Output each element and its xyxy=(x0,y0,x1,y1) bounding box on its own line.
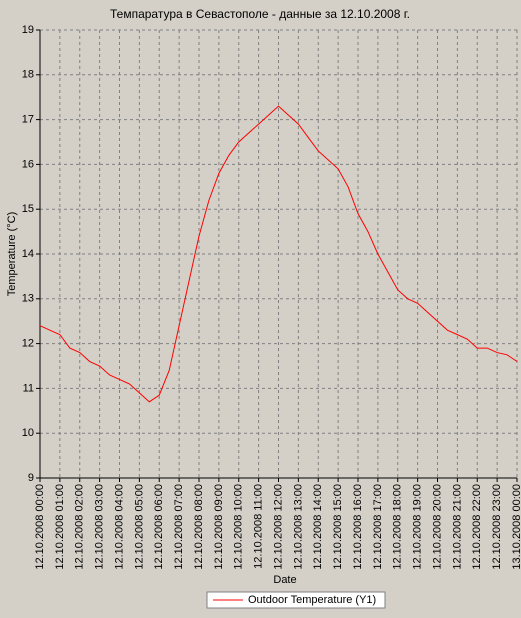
data-line xyxy=(39,105,518,403)
y-tick-label: 14 xyxy=(22,248,34,260)
x-tick-label: 12.10.2008 05:00 xyxy=(133,484,145,570)
x-tick-label: 12.10.2008 07:00 xyxy=(173,484,185,570)
legend: Outdoor Temperature (Y1) xyxy=(206,591,386,609)
x-tick-label: 12.10.2008 09:00 xyxy=(213,484,225,570)
x-tick-label: 12.10.2008 02:00 xyxy=(74,484,86,570)
x-tick-label: 12.10.2008 12:00 xyxy=(272,484,284,570)
y-tick-label: 12 xyxy=(22,338,34,350)
legend-label: Outdoor Temperature (Y1) xyxy=(248,594,376,606)
x-tick-label: 12.10.2008 17:00 xyxy=(372,484,384,570)
y-tick-label: 10 xyxy=(22,427,34,439)
y-tick-label: 13 xyxy=(22,293,34,305)
x-tick-label: 12.10.2008 13:00 xyxy=(292,484,304,570)
x-tick-label: 12.10.2008 19:00 xyxy=(412,484,424,570)
chart-title: Темпаратура в Севастополе - данные за 12… xyxy=(110,7,410,21)
y-tick-label: 17 xyxy=(22,114,34,126)
y-axis-label: Temperature (°C) xyxy=(6,212,18,296)
x-tick-label: 13.10.2008 00:00 xyxy=(511,484,521,570)
x-tick-label: 12.10.2008 20:00 xyxy=(431,484,443,570)
x-tick-label: 12.10.2008 00:00 xyxy=(34,484,46,570)
x-tick-label: 12.10.2008 10:00 xyxy=(233,484,245,570)
x-tick-label: 12.10.2008 04:00 xyxy=(113,484,125,570)
y-tick-label: 16 xyxy=(22,158,34,170)
x-tick-label: 12.10.2008 14:00 xyxy=(312,484,324,570)
x-tick-label: 12.10.2008 03:00 xyxy=(94,484,106,570)
x-tick-label: 12.10.2008 06:00 xyxy=(153,484,165,570)
y-tick-label: 18 xyxy=(22,69,34,81)
x-axis-label: Date xyxy=(273,574,296,586)
x-tick-label: 12.10.2008 08:00 xyxy=(193,484,205,570)
x-tick-label: 12.10.2008 23:00 xyxy=(491,484,503,570)
x-tick-label: 12.10.2008 15:00 xyxy=(332,484,344,570)
x-tick-label: 12.10.2008 22:00 xyxy=(471,484,483,570)
x-tick-label: 12.10.2008 18:00 xyxy=(392,484,404,570)
legend-box xyxy=(206,591,386,609)
x-tick-label: 12.10.2008 21:00 xyxy=(451,484,463,570)
x-tick-label: 12.10.2008 11:00 xyxy=(253,484,265,569)
y-tick-label: 19 xyxy=(22,24,34,36)
x-tick-label: 12.10.2008 01:00 xyxy=(54,484,66,570)
y-tick-label: 11 xyxy=(23,382,34,394)
y-tick-label: 15 xyxy=(22,203,34,215)
x-tick-label: 12.10.2008 16:00 xyxy=(352,484,364,570)
y-tick-label: 9 xyxy=(28,472,34,484)
